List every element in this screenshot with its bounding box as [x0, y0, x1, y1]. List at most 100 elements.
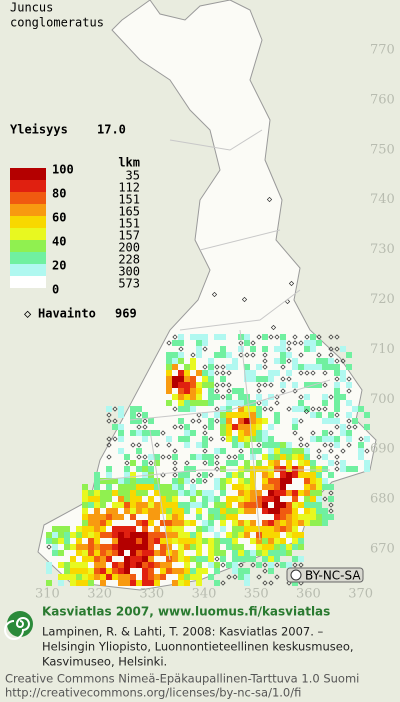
- heat-cell: [196, 370, 202, 376]
- heat-cell: [310, 334, 316, 340]
- heat-cell: [274, 520, 280, 526]
- heat-cell: [202, 436, 208, 442]
- heat-cell: [244, 340, 250, 346]
- license-badge[interactable]: [286, 567, 364, 583]
- heat-cell: [220, 418, 226, 424]
- easting-label: 350: [244, 587, 269, 602]
- heat-cell: [358, 448, 364, 454]
- heat-cell: [70, 574, 76, 580]
- heat-cell: [118, 490, 124, 496]
- heat-cell: [190, 454, 196, 460]
- heat-cell: [118, 502, 124, 508]
- heat-cell: [178, 580, 184, 586]
- heat-cell: [100, 526, 106, 532]
- heat-cell: [166, 544, 172, 550]
- heat-cell: [100, 580, 106, 586]
- heat-cell: [76, 526, 82, 532]
- heat-cell: [196, 478, 202, 484]
- observation-count: 969: [115, 307, 137, 321]
- heat-cell: [94, 520, 100, 526]
- heat-cell: [232, 568, 238, 574]
- heat-cell: [178, 502, 184, 508]
- heat-cell: [190, 466, 196, 472]
- legend-swatch: [10, 216, 46, 228]
- heat-cell: [178, 352, 184, 358]
- heat-cell: [94, 568, 100, 574]
- heat-cell: [106, 472, 112, 478]
- heat-cell: [58, 538, 64, 544]
- heat-cell: [310, 412, 316, 418]
- heat-cell: [142, 556, 148, 562]
- heat-cell: [106, 556, 112, 562]
- observation-dot: [208, 472, 214, 478]
- heat-cell: [244, 430, 250, 436]
- heat-cell: [232, 508, 238, 514]
- heat-cell: [298, 538, 304, 544]
- heat-cell: [232, 562, 238, 568]
- site-link[interactable]: Kasviatlas 2007, www.luomus.fi/kasviatla…: [42, 605, 330, 619]
- heat-cell: [310, 346, 316, 352]
- heat-cell: [262, 556, 268, 562]
- heat-cell: [112, 544, 118, 550]
- heat-cell: [208, 496, 214, 502]
- northing-label: 720: [370, 292, 395, 307]
- heat-cell: [142, 574, 148, 580]
- heat-cell: [184, 472, 190, 478]
- heat-cell: [334, 436, 340, 442]
- heat-cell: [226, 544, 232, 550]
- license-url[interactable]: http://creativecommons.org/licenses/by-n…: [5, 686, 301, 700]
- heat-cell: [112, 568, 118, 574]
- heat-cell: [268, 544, 274, 550]
- observation-dot: [268, 382, 274, 388]
- heat-cell: [130, 556, 136, 562]
- observation-label: Havainto: [38, 307, 96, 321]
- heat-cell: [94, 532, 100, 538]
- heat-cell: [76, 574, 82, 580]
- heat-cell: [64, 568, 70, 574]
- heat-cell: [196, 454, 202, 460]
- observation-dot: [280, 388, 286, 394]
- legend-swatch: [10, 240, 46, 252]
- observation-dot: [256, 334, 262, 340]
- heat-cell: [286, 370, 292, 376]
- observation-dot: [268, 406, 274, 412]
- northing-label: 730: [370, 242, 395, 257]
- heat-cell: [124, 538, 130, 544]
- heat-cell: [154, 538, 160, 544]
- observation-dot: [304, 370, 310, 376]
- heat-cell: [124, 562, 130, 568]
- heat-cell: [364, 466, 370, 472]
- observation-dot: [220, 580, 226, 586]
- heat-cell: [340, 466, 346, 472]
- heat-cell: [190, 496, 196, 502]
- heat-cell: [100, 544, 106, 550]
- heat-cell: [118, 574, 124, 580]
- observation-dot: [172, 406, 178, 412]
- heat-cell: [178, 472, 184, 478]
- heat-cell: [268, 436, 274, 442]
- observation-dot: [274, 562, 280, 568]
- heat-cell: [166, 502, 172, 508]
- heat-cell: [166, 370, 172, 376]
- observation-dot: [202, 448, 208, 454]
- heat-cell: [112, 538, 118, 544]
- heat-cell: [142, 562, 148, 568]
- heat-cell: [298, 400, 304, 406]
- heat-cell: [226, 538, 232, 544]
- legend-count: 300: [118, 265, 140, 279]
- observation-dot: [262, 358, 268, 364]
- heat-cell: [250, 490, 256, 496]
- heat-cell: [304, 382, 310, 388]
- heat-cell: [292, 406, 298, 412]
- heat-cell: [130, 418, 136, 424]
- heat-cell: [118, 478, 124, 484]
- heat-cell: [46, 580, 52, 586]
- heat-cell: [184, 478, 190, 484]
- heat-cell: [268, 472, 274, 478]
- heat-cell: [112, 478, 118, 484]
- heat-cell: [316, 508, 322, 514]
- heat-cell: [82, 526, 88, 532]
- heat-cell: [118, 550, 124, 556]
- legend-count: 200: [118, 241, 140, 255]
- heat-cell: [178, 370, 184, 376]
